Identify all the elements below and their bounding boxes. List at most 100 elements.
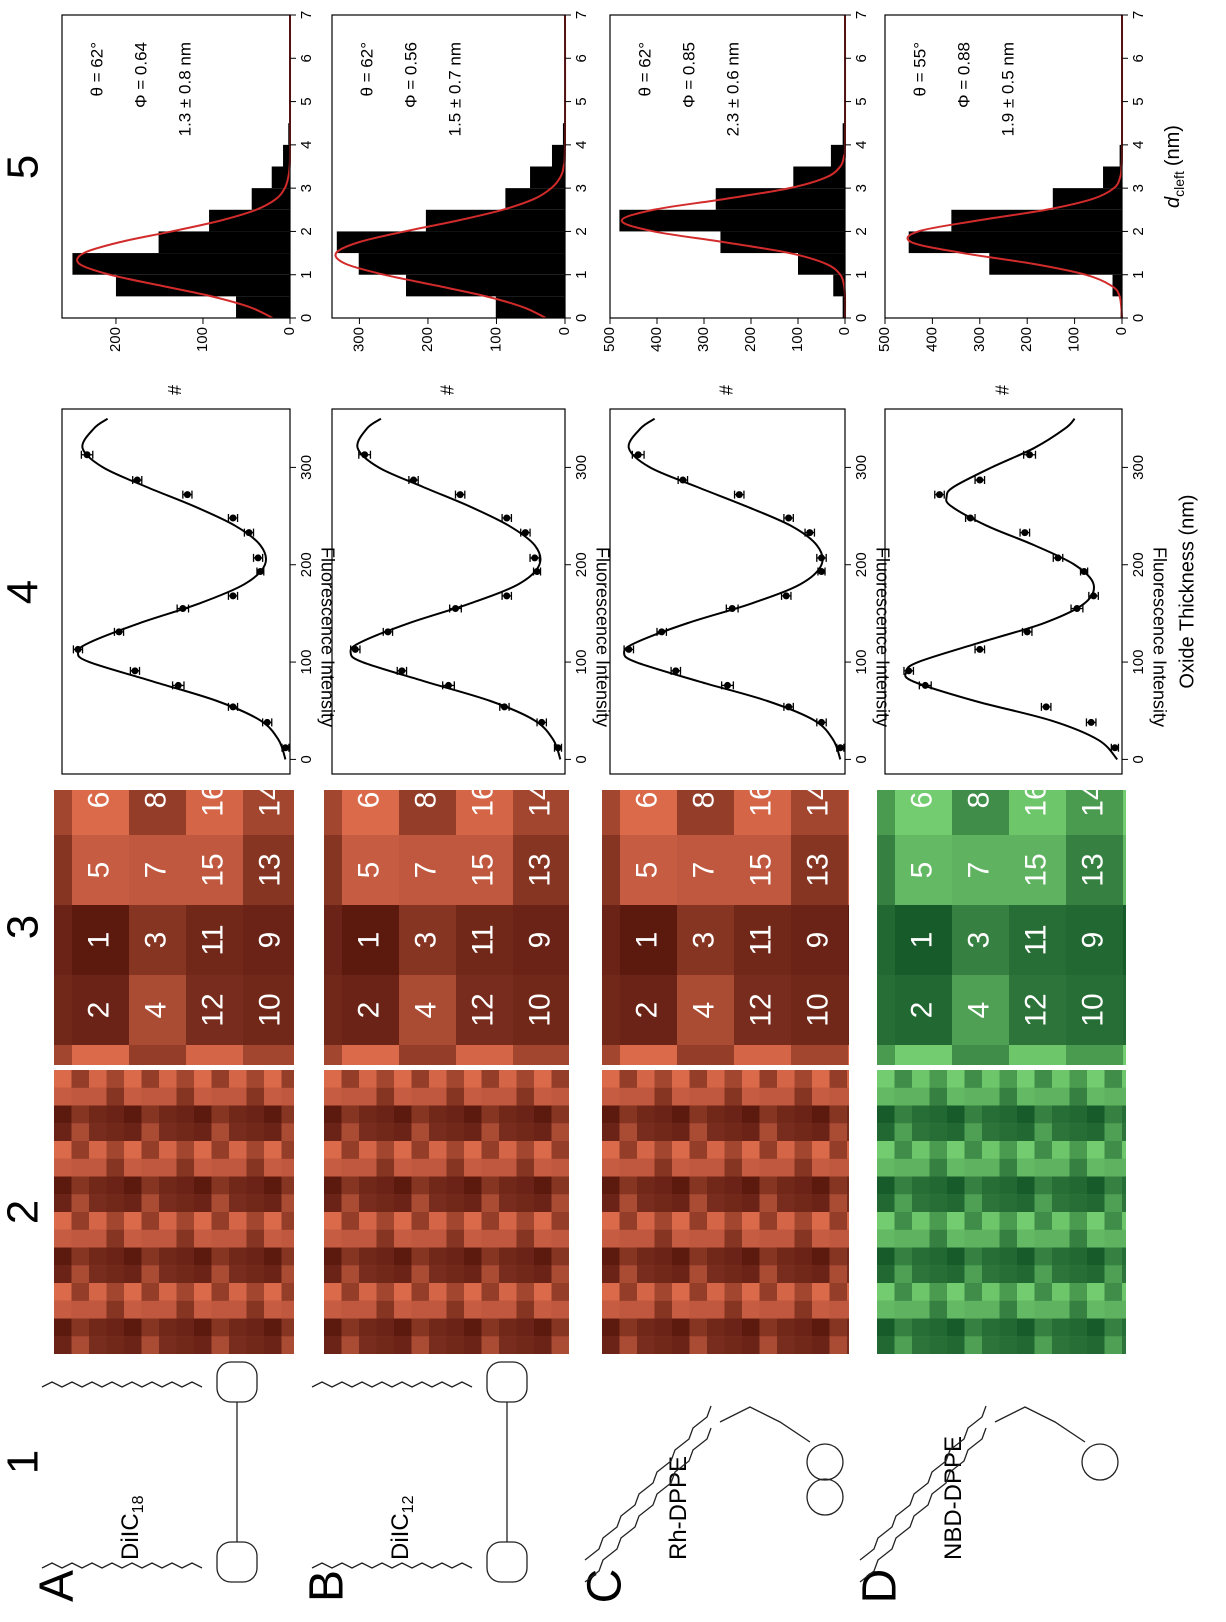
data-point (724, 682, 731, 689)
pattern-cell (947, 1159, 965, 1177)
pattern-cell (830, 1319, 848, 1337)
pattern-cell (464, 1070, 482, 1088)
pattern-cell (1035, 1088, 1053, 1106)
data-point (1021, 529, 1028, 536)
pattern-cell (847, 1248, 849, 1266)
x-tick-label: 2 (573, 227, 590, 235)
pattern-cell (89, 1301, 107, 1319)
pattern-cell (534, 1088, 552, 1106)
pattern-cell (1070, 1265, 1088, 1283)
pattern-cell (1070, 1230, 1088, 1248)
pattern-cell (247, 1141, 265, 1159)
pattern-cell (159, 1283, 177, 1301)
pattern-cell (534, 1106, 552, 1124)
pattern-cell (602, 1177, 620, 1195)
bar (426, 210, 565, 232)
pattern-cell (499, 1230, 517, 1248)
pattern-cell (264, 1248, 282, 1266)
data-point (905, 667, 912, 674)
pattern-cell (107, 1194, 125, 1212)
pattern-cell (1035, 1301, 1053, 1319)
x-tick-label: 100 (1130, 650, 1147, 675)
pattern-cell (602, 1070, 620, 1088)
pattern-cell (895, 1070, 913, 1088)
x-tick-label: 0 (853, 755, 870, 763)
pattern-cell (725, 1301, 743, 1319)
pattern-cell (707, 1283, 725, 1301)
pattern-cell (282, 1301, 295, 1319)
x-tick-label: 200 (853, 552, 870, 577)
pattern-cell (72, 1230, 90, 1248)
data-point (282, 744, 289, 751)
row-label: C (579, 1569, 632, 1604)
pattern-cell (965, 1177, 983, 1195)
pattern-cell (760, 1070, 778, 1088)
pattern-cell (1122, 1301, 1126, 1319)
pattern-cell (54, 1265, 72, 1283)
pattern-cell (620, 1141, 638, 1159)
pattern-cell (54, 1194, 72, 1212)
pattern-cell (847, 1070, 849, 1088)
pattern-cell (142, 1336, 160, 1354)
pattern-cell (930, 1336, 948, 1354)
pattern-cell (72, 1070, 90, 1088)
data-point (255, 554, 262, 561)
bar (72, 253, 290, 275)
dye-name-main: Rh-DPPE (665, 1456, 692, 1560)
pattern-cell (552, 1123, 570, 1141)
pattern-cell (54, 1230, 72, 1248)
pattern-cell (620, 1070, 638, 1088)
pattern-cell (534, 1336, 552, 1354)
data-point (445, 682, 452, 689)
pattern-cell (482, 1070, 500, 1088)
bar (496, 296, 565, 318)
cell-number: 2 (82, 1002, 115, 1019)
pattern-cell (777, 1123, 795, 1141)
x-tick-label: 4 (298, 141, 315, 149)
pattern-cell (377, 1319, 395, 1337)
pattern-cell (1035, 1248, 1053, 1266)
pattern-cell (760, 1088, 778, 1106)
pattern-cell (159, 1159, 177, 1177)
data-point (967, 515, 974, 522)
pattern-cell (725, 1123, 743, 1141)
cell-number: 11 (744, 924, 777, 955)
pattern-cell (429, 1301, 447, 1319)
pattern-cell (1000, 1336, 1018, 1354)
y-axis-label: Fluorescence Intensity (872, 547, 892, 727)
pattern-cell (247, 1301, 265, 1319)
pattern-cell (552, 1177, 570, 1195)
pattern-cell (912, 1336, 930, 1354)
pattern-cell (194, 1301, 212, 1319)
pattern-cell (552, 1194, 570, 1212)
pattern-cell (107, 1159, 125, 1177)
cell-number: 6 (352, 792, 385, 809)
pattern-cell (499, 1301, 517, 1319)
pattern-cell (429, 1319, 447, 1337)
pattern-cell (72, 1283, 90, 1301)
pattern-cell (982, 1265, 1000, 1283)
pattern-cell (965, 1336, 983, 1354)
pattern-cell (464, 1283, 482, 1301)
pattern-cell (499, 1336, 517, 1354)
x-tick-label: 5 (298, 97, 315, 105)
pattern-cell (690, 1283, 708, 1301)
pattern-cell (247, 1283, 265, 1301)
x-tick-label: 0 (853, 314, 870, 322)
y-tick-label: 100 (194, 327, 211, 352)
pattern-cell (394, 1336, 412, 1354)
pattern-cell (377, 1141, 395, 1159)
pattern-cell (725, 1283, 743, 1301)
cell-number: 5 (352, 862, 385, 879)
pattern-cell (655, 1336, 673, 1354)
pattern-cell (895, 1319, 913, 1337)
pattern-cell (159, 1230, 177, 1248)
pattern-cell (89, 1177, 107, 1195)
x-tick-label: 300 (573, 455, 590, 480)
zoom-cell (342, 695, 400, 766)
pattern-cell (947, 1141, 965, 1159)
pattern-cell (229, 1088, 247, 1106)
figure-canvas: 12345ADiIC1821564378121115161091314BDiIC… (0, 0, 1226, 1622)
pattern-cell (672, 1123, 690, 1141)
pattern-cell (742, 1283, 760, 1301)
